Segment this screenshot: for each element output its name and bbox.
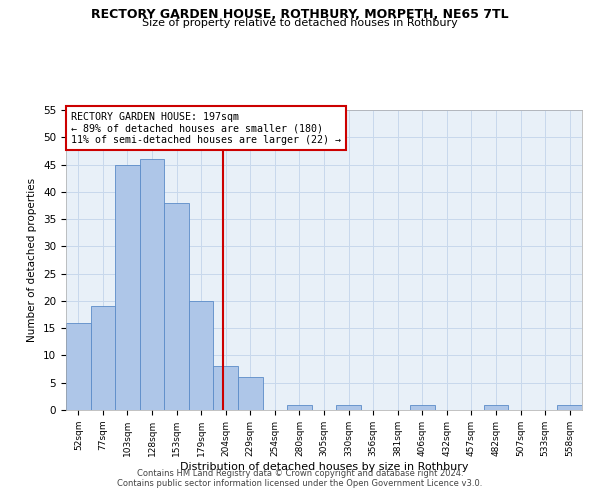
Text: Contains public sector information licensed under the Open Government Licence v3: Contains public sector information licen… [118, 478, 482, 488]
Text: Size of property relative to detached houses in Rothbury: Size of property relative to detached ho… [142, 18, 458, 28]
Bar [410, 404, 434, 410]
Bar [336, 404, 361, 410]
Bar [66, 322, 91, 410]
Bar [140, 159, 164, 410]
Bar [287, 404, 312, 410]
Bar [557, 404, 582, 410]
Bar [238, 378, 263, 410]
Bar [484, 404, 508, 410]
Text: Contains HM Land Registry data © Crown copyright and database right 2024.: Contains HM Land Registry data © Crown c… [137, 468, 463, 477]
X-axis label: Distribution of detached houses by size in Rothbury: Distribution of detached houses by size … [180, 462, 468, 471]
Y-axis label: Number of detached properties: Number of detached properties [28, 178, 37, 342]
Bar [164, 202, 189, 410]
Bar [189, 301, 214, 410]
Bar [214, 366, 238, 410]
Bar [115, 164, 140, 410]
Text: RECTORY GARDEN HOUSE, ROTHBURY, MORPETH, NE65 7TL: RECTORY GARDEN HOUSE, ROTHBURY, MORPETH,… [91, 8, 509, 20]
Bar [91, 306, 115, 410]
Text: RECTORY GARDEN HOUSE: 197sqm
← 89% of detached houses are smaller (180)
11% of s: RECTORY GARDEN HOUSE: 197sqm ← 89% of de… [71, 112, 341, 144]
